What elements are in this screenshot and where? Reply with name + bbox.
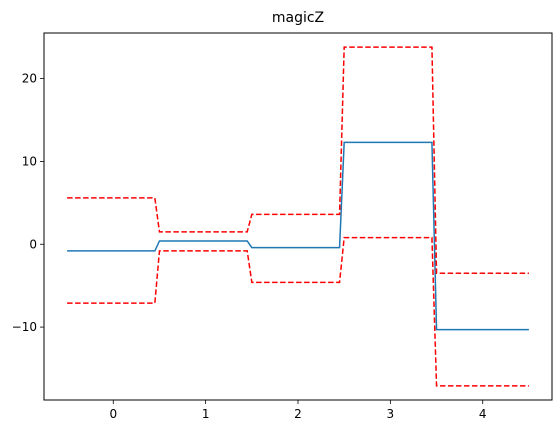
- series-line-2: [67, 236, 529, 387]
- y-tick-label: 10: [22, 154, 37, 168]
- x-tick-label: 4: [479, 407, 487, 421]
- y-tick-label: 20: [22, 72, 37, 86]
- series-line-0: [67, 141, 529, 331]
- x-tick-label: 2: [294, 407, 302, 421]
- chart-title: magicZ: [272, 10, 324, 26]
- x-tick-label: 3: [387, 407, 395, 421]
- x-tick-label: 1: [202, 407, 210, 421]
- axis-layer: 0 1 2 3 4 −10 0 10 20: [12, 72, 487, 421]
- y-tick-label: 0: [29, 237, 37, 251]
- y-tick-label: −10: [12, 320, 37, 334]
- x-tick-label: 0: [109, 407, 117, 421]
- series-layer: [67, 46, 529, 387]
- series-line-1: [67, 46, 529, 274]
- plot-frame: [43, 32, 553, 401]
